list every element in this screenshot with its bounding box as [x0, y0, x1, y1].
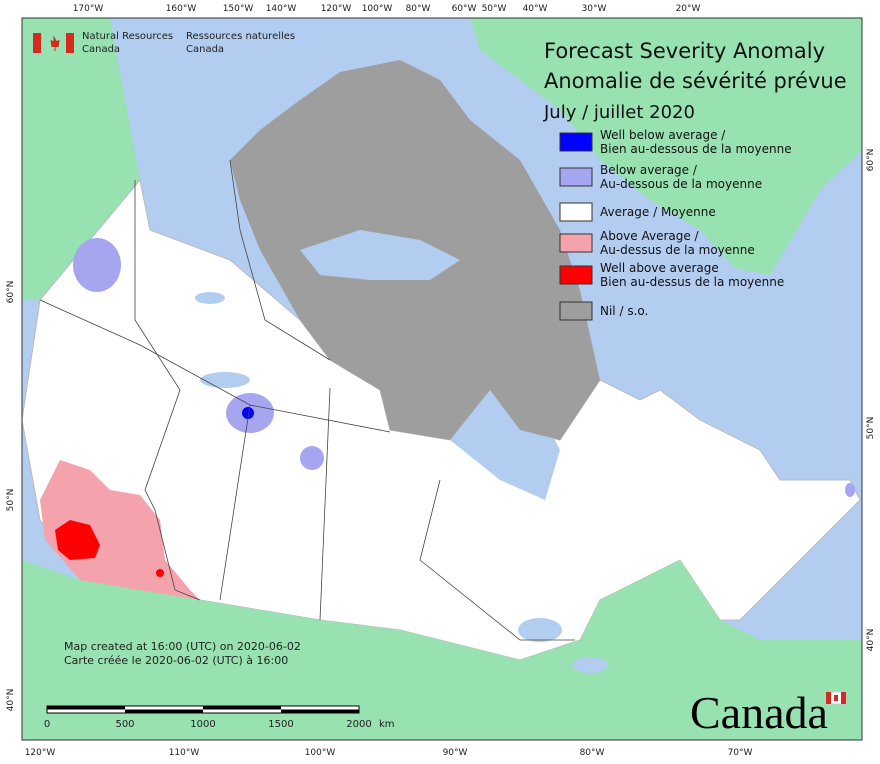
legend-label: Above Average / [600, 229, 700, 243]
boundary [219, 404, 251, 601]
graticule-label: 50°W [482, 4, 507, 14]
maple-leaf [50, 35, 60, 51]
legend-swatch [559, 265, 593, 285]
credit: Map created at 16:00 (UTC) on 2020-06-02 [64, 640, 301, 653]
graticule-label: 60°N [6, 281, 16, 304]
legend-label: Well below average / [600, 128, 726, 142]
graticule-label: 160°W [166, 4, 197, 14]
below-average-area [845, 483, 855, 497]
graticule-label: 170°W [73, 4, 104, 14]
scale-label: 1000 [190, 719, 215, 730]
scale-label: 1500 [268, 719, 293, 730]
legend-label: Below average / [600, 163, 698, 177]
graticule-label: 70°W [728, 748, 753, 758]
scale-segment [47, 706, 125, 710]
below-average-area [300, 446, 324, 470]
graticule-label: 40°N [6, 689, 16, 712]
lake [572, 657, 608, 673]
wordmark: Canada [690, 687, 828, 738]
scale-segment [203, 706, 281, 710]
flag-bar [33, 33, 41, 53]
legend-label: Au-dessous de la moyenne [600, 177, 762, 191]
flag-bar [826, 692, 831, 704]
agency: Ressources naturelles [186, 31, 295, 42]
greenland [470, 18, 862, 275]
alaska [22, 18, 140, 300]
legend-swatch [559, 301, 593, 321]
scale-unit: km [379, 719, 395, 730]
legend-label: Bien au-dessous de la moyenne [600, 142, 792, 156]
channel [300, 230, 460, 280]
below-average-area [73, 238, 121, 292]
graticule-label: 80°W [580, 748, 605, 758]
flag-bar [66, 33, 74, 53]
title: Anomalie de sévérité prévue [544, 69, 847, 93]
graticule-label: 120°W [25, 748, 56, 758]
graticule-label: 60°W [452, 4, 477, 14]
scale-label: 2000 [346, 719, 371, 730]
graticule-label: 140°W [266, 4, 297, 14]
usa [22, 560, 862, 740]
scale-segment [125, 709, 203, 713]
graticule-label: 100°W [362, 4, 393, 14]
scale-label: 500 [115, 719, 134, 730]
graticule-label: 20°W [676, 4, 701, 14]
map-body [22, 18, 862, 740]
graticule-label: 40°N [866, 629, 876, 652]
agency: Natural Resources [82, 31, 173, 42]
credit: Carte créée le 2020-06-02 (UTC) à 16:00 [64, 654, 288, 667]
graticule-label: 50°N [866, 417, 876, 440]
well-above-area [156, 569, 164, 577]
nrcan-logo [33, 33, 74, 53]
legend-label: Nil / s.o. [600, 304, 648, 318]
graticule-label: 110°W [169, 748, 200, 758]
well-above-area [55, 520, 100, 560]
above-average-area [40, 460, 200, 600]
wordmark-flag [825, 691, 847, 705]
legend-label: Bien au-dessus de la moyenne [600, 275, 784, 289]
graticule-label: 80°W [406, 4, 431, 14]
graticule-label: 150°W [223, 4, 254, 14]
scale-segment [281, 709, 359, 713]
legend-label: Well above average [600, 261, 719, 275]
lake [195, 292, 225, 304]
boundary [39, 299, 391, 433]
boundary [134, 180, 201, 601]
frame [21, 17, 863, 741]
graticule-label: 30°W [582, 4, 607, 14]
boundary [229, 159, 331, 361]
lake [518, 618, 562, 642]
flag-bar [841, 692, 846, 704]
legend-swatch [559, 202, 593, 222]
scale-label: 0 [44, 719, 50, 730]
graticule-label: 60°N [866, 149, 876, 172]
boundaries [39, 159, 575, 641]
agency: Canada [82, 44, 120, 55]
subtitle: July / juillet 2020 [543, 102, 695, 123]
well-below-area [242, 407, 254, 419]
legend-swatch [559, 167, 593, 187]
graticule-label: 90°W [443, 748, 468, 758]
graticule-label: 100°W [305, 748, 336, 758]
graticule-label: 50°N [6, 489, 16, 512]
graticule-label: 120°W [321, 4, 352, 14]
boundary [419, 479, 575, 641]
lake [200, 372, 250, 388]
boundary [319, 387, 331, 621]
legend-label: Average / Moyenne [600, 205, 716, 219]
legend-label: Au-dessus de la moyenne [600, 243, 755, 257]
agency: Canada [186, 44, 224, 55]
maple-leaf [834, 695, 838, 701]
legend-swatch [559, 132, 593, 152]
title: Forecast Severity Anomaly [544, 39, 825, 63]
graticule-label: 40°W [523, 4, 548, 14]
legend-swatch [559, 233, 593, 253]
